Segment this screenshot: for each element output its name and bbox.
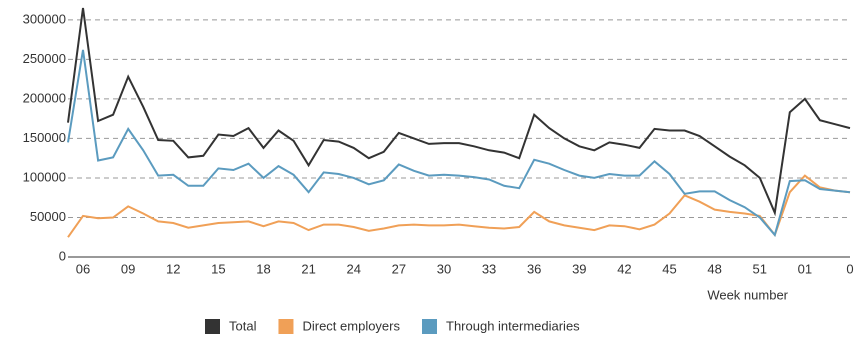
line-series	[67, 7, 851, 217]
x-tick-label: 48	[707, 261, 721, 276]
y-tick-label: 100000	[23, 169, 66, 184]
legend-swatch	[422, 319, 437, 334]
x-tick-label: 36	[527, 261, 541, 276]
x-axis-title: Week number	[707, 287, 788, 302]
y-tick-label: 200000	[23, 90, 66, 105]
y-tick-label: 300000	[23, 11, 66, 26]
x-tick-label: 33	[482, 261, 496, 276]
legend-label: Direct employers	[302, 318, 400, 333]
y-tick-label: 50000	[30, 209, 66, 224]
x-tick-label: 51	[753, 261, 767, 276]
x-tick-label: 30	[437, 261, 451, 276]
legend-label: Total	[229, 318, 257, 333]
y-tick-label: 250000	[23, 51, 66, 66]
x-tick-label: 18	[256, 261, 270, 276]
x-tick-label: 45	[662, 261, 676, 276]
x-tick-label: 15	[211, 261, 225, 276]
x-tick-label: 06	[76, 261, 90, 276]
x-tick-label: 0	[846, 261, 853, 276]
x-tick-label: 09	[121, 261, 135, 276]
x-tick-label: 12	[166, 261, 180, 276]
x-tick-label: 21	[301, 261, 315, 276]
x-tick-label: 39	[572, 261, 586, 276]
line-series	[67, 49, 851, 237]
x-tick-label: 27	[392, 261, 406, 276]
legend-swatch	[278, 319, 294, 334]
y-tick-label: 150000	[23, 130, 66, 145]
x-tick-label: 01	[798, 261, 812, 276]
x-tick-label: 42	[617, 261, 631, 276]
legend-swatch	[205, 319, 220, 334]
y-tick-label: 0	[59, 248, 66, 263]
x-tick-label: 24	[346, 261, 360, 276]
line-series	[67, 174, 851, 238]
legend-label: Through intermediaries	[446, 318, 580, 333]
